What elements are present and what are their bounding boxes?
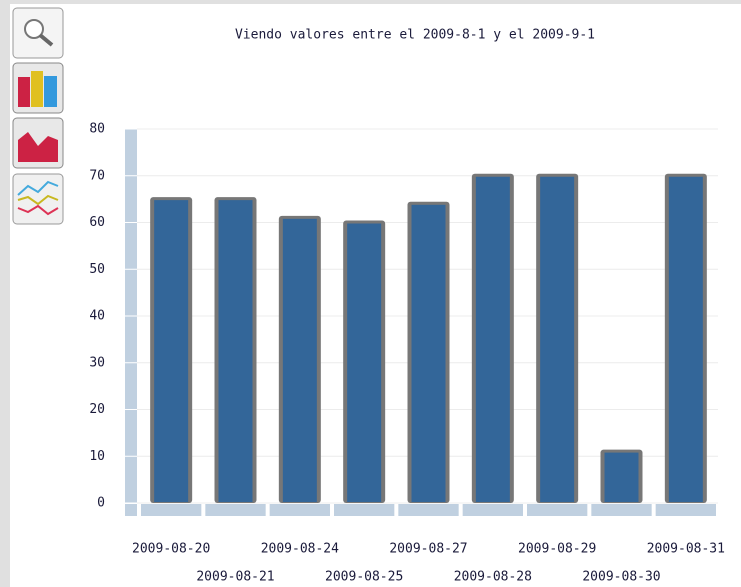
x-tick-label: 2009-08-29: [518, 542, 596, 557]
bar-chart-button[interactable]: [12, 62, 64, 114]
bar: [282, 218, 317, 502]
y-tick-label: 20: [89, 402, 105, 417]
x-axis-segment: [141, 504, 202, 516]
x-tick-label: 2009-08-20: [132, 542, 210, 557]
y-tick-label: 70: [89, 168, 105, 183]
x-axis-segment: [398, 504, 459, 516]
zoom-button[interactable]: [12, 7, 64, 59]
x-tick-label: 2009-08-25: [325, 570, 403, 585]
icon-bar: [31, 71, 43, 107]
x-tick-label: 2009-08-28: [454, 570, 532, 585]
bar: [218, 200, 253, 502]
y-tick-label: 60: [89, 215, 105, 230]
magnifier-handle: [38, 33, 54, 47]
x-axis-segment: [591, 504, 652, 516]
x-tick-label: 2009-08-27: [389, 542, 467, 557]
left-border: [0, 0, 10, 587]
magnifier-lens: [24, 19, 44, 39]
bar: [540, 176, 575, 502]
bar: [411, 204, 446, 503]
icon-area: [18, 132, 58, 162]
x-tick-label: 2009-08-31: [647, 542, 725, 557]
y-tick-label: 80: [89, 122, 105, 137]
y-tick-label: 10: [89, 449, 105, 464]
line-chart-button[interactable]: [12, 173, 64, 225]
bar: [347, 223, 382, 502]
y-tick-label: 0: [97, 496, 105, 511]
bar: [668, 176, 703, 502]
x-axis-bar: [125, 504, 137, 516]
x-axis-segment: [655, 504, 716, 516]
chart-title: Viendo valores entre el 2009-8-1 y el 20…: [235, 28, 595, 43]
x-tick-label: 2009-08-24: [261, 542, 339, 557]
x-axis-segment: [269, 504, 330, 516]
x-axis-segment: [205, 504, 266, 516]
icon-line: [17, 180, 59, 196]
icon-line: [17, 204, 59, 216]
y-tick-label: 50: [89, 262, 105, 277]
x-tick-label: 2009-08-21: [196, 570, 274, 585]
top-border: [0, 0, 741, 4]
toolbar: [12, 7, 64, 225]
icon-bar: [44, 76, 57, 107]
y-tick-label: 40: [89, 309, 105, 324]
plot: 0 10 20 30 40 50 60 70 80 2009-08-20 2009-08-21 200…: [89, 122, 725, 585]
x-tick-label: 2009-08-30: [582, 570, 660, 585]
x-axis-segment: [527, 504, 588, 516]
x-axis-segment: [334, 504, 395, 516]
icon-line: [17, 194, 59, 206]
x-axis-segment: [462, 504, 523, 516]
area-chart-button[interactable]: [12, 117, 64, 169]
bar: [154, 200, 189, 502]
bar: [475, 176, 510, 502]
bar: [604, 452, 639, 502]
icon-bar: [18, 77, 30, 107]
y-tick-label: 30: [89, 355, 105, 370]
